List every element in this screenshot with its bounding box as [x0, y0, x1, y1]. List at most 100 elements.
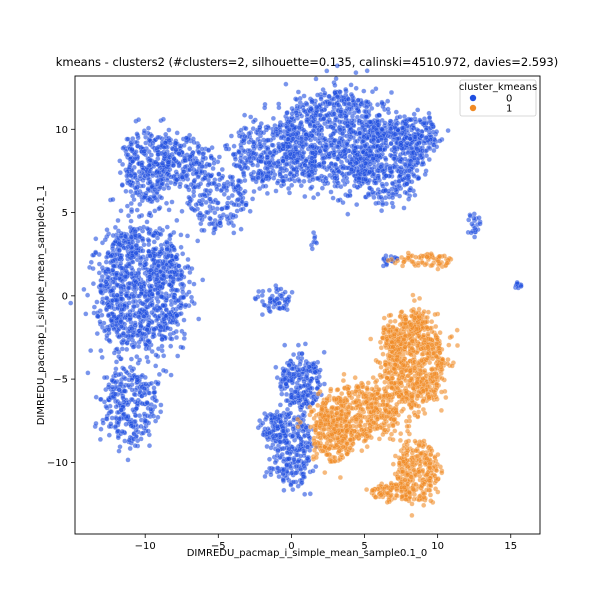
- point-cluster-0: [207, 196, 213, 202]
- point-cluster-0: [167, 335, 174, 342]
- point-cluster-0: [293, 470, 299, 476]
- point-cluster-0: [136, 117, 142, 123]
- point-cluster-0: [250, 126, 256, 132]
- point-cluster-0: [303, 389, 309, 395]
- point-cluster-0: [147, 157, 153, 163]
- point-cluster-0: [255, 170, 261, 176]
- point-cluster-0: [335, 144, 341, 150]
- point-cluster-0: [286, 456, 292, 462]
- point-cluster-0: [131, 293, 137, 299]
- point-cluster-0: [336, 168, 342, 174]
- point-cluster-1: [449, 363, 455, 369]
- point-cluster-0: [121, 366, 127, 372]
- point-cluster-0: [266, 160, 272, 166]
- point-cluster-0: [181, 317, 187, 323]
- point-cluster-0: [296, 377, 302, 383]
- point-cluster-0: [316, 163, 322, 169]
- point-cluster-0: [326, 93, 332, 99]
- point-cluster-0: [168, 174, 174, 180]
- point-cluster-0: [264, 166, 270, 172]
- series-cluster-0: [68, 63, 524, 497]
- point-cluster-0: [367, 185, 373, 191]
- point-cluster-0: [235, 183, 241, 189]
- point-cluster-0: [301, 383, 307, 389]
- point-cluster-0: [248, 114, 254, 120]
- point-cluster-0: [247, 208, 253, 214]
- point-cluster-0: [175, 298, 181, 304]
- point-cluster-1: [433, 323, 439, 330]
- point-cluster-0: [102, 328, 108, 334]
- point-cluster-0: [174, 217, 180, 223]
- point-cluster-0: [255, 162, 261, 168]
- point-cluster-0: [380, 183, 386, 189]
- point-cluster-0: [362, 127, 368, 133]
- point-cluster-0: [236, 190, 242, 196]
- point-cluster-0: [341, 101, 347, 107]
- point-cluster-0: [158, 409, 164, 415]
- point-cluster-0: [237, 164, 243, 170]
- point-cluster-0: [364, 104, 370, 110]
- point-cluster-0: [124, 346, 130, 352]
- point-cluster-0: [315, 191, 321, 197]
- point-cluster-0: [155, 346, 162, 352]
- point-cluster-0: [421, 116, 428, 122]
- point-cluster-0: [102, 237, 108, 243]
- point-cluster-0: [421, 120, 427, 126]
- point-cluster-0: [291, 352, 297, 358]
- point-cluster-0: [327, 101, 333, 107]
- point-cluster-0: [116, 387, 122, 393]
- point-cluster-0: [319, 108, 325, 114]
- point-cluster-0: [383, 187, 389, 194]
- point-cluster-0: [397, 193, 403, 199]
- point-cluster-0: [250, 196, 256, 202]
- point-cluster-0: [112, 423, 119, 430]
- point-cluster-0: [353, 85, 359, 91]
- point-cluster-0: [274, 453, 280, 459]
- point-cluster-0: [128, 141, 135, 148]
- point-cluster-0: [255, 425, 261, 431]
- point-cluster-0: [98, 426, 104, 432]
- point-cluster-0: [251, 169, 257, 175]
- point-cluster-0: [309, 143, 315, 150]
- point-cluster-0: [211, 230, 217, 236]
- point-cluster-0: [286, 185, 292, 192]
- point-cluster-0: [279, 391, 285, 397]
- point-cluster-0: [144, 310, 150, 316]
- point-cluster-0: [200, 277, 206, 283]
- point-cluster-0: [106, 337, 112, 343]
- point-cluster-0: [98, 289, 104, 295]
- point-cluster-0: [146, 248, 152, 254]
- point-cluster-0: [110, 232, 116, 239]
- point-cluster-0: [349, 156, 355, 162]
- point-cluster-0: [147, 179, 153, 185]
- point-cluster-0: [383, 162, 389, 168]
- point-cluster-0: [393, 109, 399, 115]
- point-cluster-0: [361, 134, 367, 140]
- point-cluster-0: [159, 195, 165, 201]
- point-cluster-0: [272, 415, 278, 421]
- point-cluster-0: [118, 255, 124, 261]
- point-cluster-0: [154, 276, 160, 282]
- point-cluster-0: [103, 259, 109, 265]
- point-cluster-0: [301, 401, 307, 407]
- point-cluster-0: [274, 423, 280, 430]
- point-cluster-0: [217, 220, 223, 226]
- point-cluster-0: [137, 173, 143, 179]
- point-cluster-0: [200, 154, 206, 160]
- point-cluster-0: [468, 230, 474, 236]
- point-cluster-0: [170, 317, 176, 323]
- point-cluster-0: [278, 286, 284, 292]
- point-cluster-0: [173, 254, 179, 260]
- point-cluster-0: [321, 159, 327, 166]
- point-cluster-0: [305, 456, 311, 462]
- point-cluster-0: [116, 448, 122, 454]
- point-cluster-0: [367, 161, 373, 167]
- point-cluster-0: [286, 371, 292, 377]
- point-cluster-0: [332, 90, 338, 96]
- point-cluster-0: [270, 466, 276, 472]
- point-cluster-0: [155, 178, 161, 184]
- point-cluster-0: [265, 137, 271, 143]
- point-cluster-0: [321, 116, 327, 122]
- point-cluster-0: [423, 135, 429, 141]
